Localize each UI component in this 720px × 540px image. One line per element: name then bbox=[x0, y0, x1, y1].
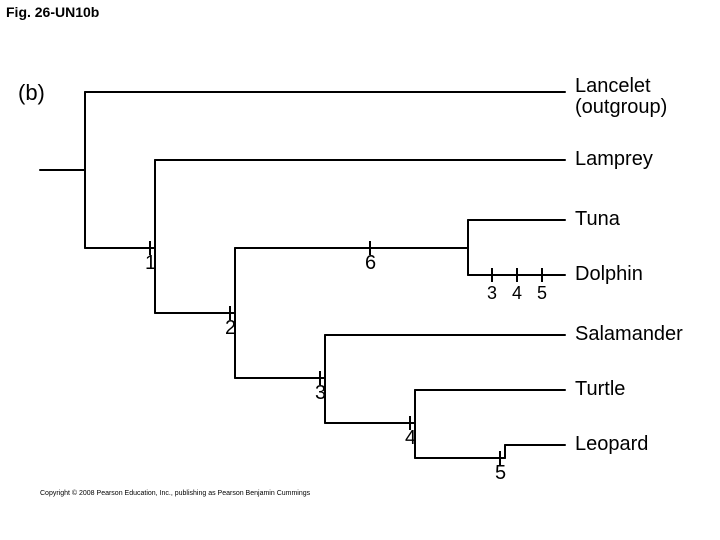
taxon-salamander: Salamander bbox=[575, 323, 683, 346]
branch-label-5a: 5 bbox=[495, 462, 506, 485]
taxon-leopard: Leopard bbox=[575, 433, 648, 456]
branch-label-4b: 4 bbox=[512, 283, 522, 304]
taxon-lamprey: Lamprey bbox=[575, 148, 653, 171]
taxon-dolphin: Dolphin bbox=[575, 263, 643, 286]
branch-label-6: 6 bbox=[365, 252, 376, 275]
branch-label-3a: 3 bbox=[315, 382, 326, 405]
branch-label-1: 1 bbox=[145, 252, 156, 275]
taxon-lancelet-sub: (outgroup) bbox=[575, 96, 667, 118]
taxon-turtle: Turtle bbox=[575, 378, 625, 401]
branch-label-5b: 5 bbox=[537, 283, 547, 304]
branch-label-3b: 3 bbox=[487, 283, 497, 304]
taxon-lancelet: Lancelet (outgroup) bbox=[575, 76, 667, 118]
taxon-lancelet-name: Lancelet bbox=[575, 75, 651, 97]
branch-label-4a: 4 bbox=[405, 427, 416, 450]
taxon-tuna: Tuna bbox=[575, 208, 620, 231]
copyright-text: Copyright © 2008 Pearson Education, Inc.… bbox=[40, 490, 310, 497]
branch-label-2: 2 bbox=[225, 317, 236, 340]
